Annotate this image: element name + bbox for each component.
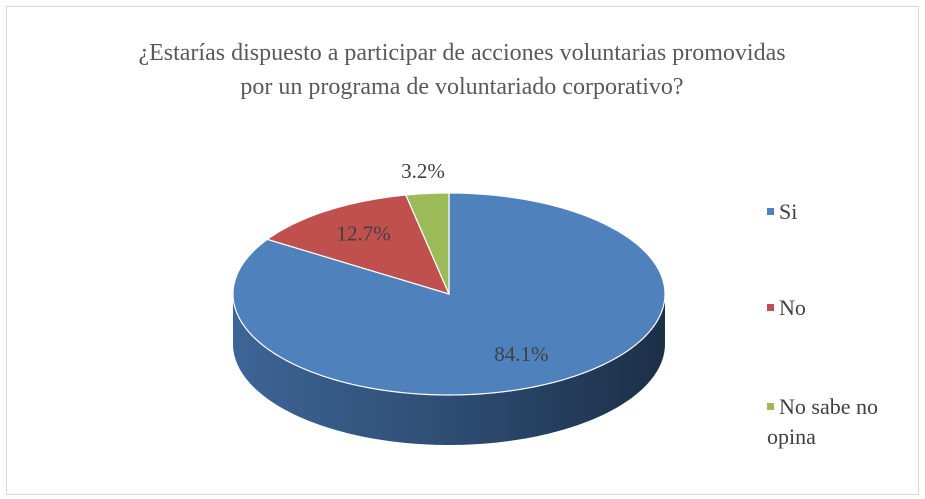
data-label: 84.1%	[494, 342, 548, 366]
legend-label: No	[779, 295, 806, 320]
data-label: 3.2%	[401, 159, 445, 183]
data-label: 12.7%	[336, 221, 390, 245]
legend-swatch	[767, 403, 774, 411]
legend-item: No	[767, 293, 907, 323]
legend-item: Si	[767, 197, 907, 227]
legend-swatch	[767, 208, 774, 216]
legend-label: Si	[779, 199, 798, 224]
legend-label: No sabe no opina	[767, 394, 878, 449]
pie-slice	[266, 194, 451, 295]
legend-swatch	[767, 304, 774, 312]
pie-side	[233, 294, 665, 445]
legend-item: No sabe no opina	[767, 392, 907, 452]
chart-title: ¿Estarías dispuesto a participar de acci…	[138, 40, 786, 100]
pie-slice	[404, 192, 450, 295]
